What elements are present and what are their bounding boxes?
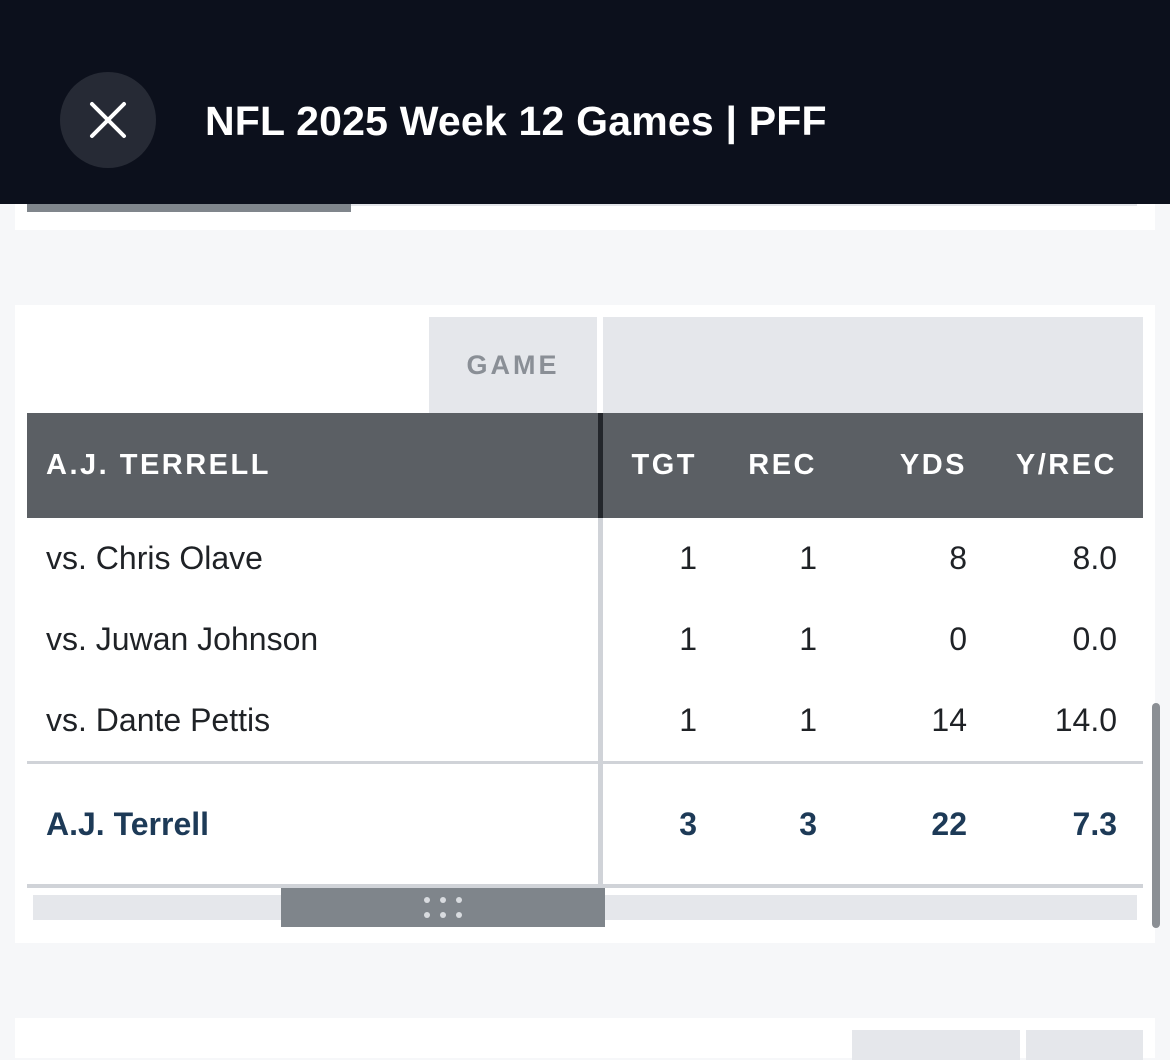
- horizontal-scroll-thumb[interactable]: [281, 888, 605, 927]
- table-bottom-border: [27, 884, 1143, 888]
- table-row: vs. Chris Olave 1 1 8 8.0: [27, 518, 1143, 599]
- previous-scroll-track[interactable]: [27, 190, 1137, 206]
- total-row: A.J. Terrell 3 3 22 7.3: [27, 764, 1143, 884]
- top-bar: NFL 2025 Week 12 Games | PFF: [0, 0, 1170, 204]
- frozen-column-border: [598, 518, 603, 884]
- page-scrollbar[interactable]: [1152, 703, 1160, 928]
- drag-handle-icon: [424, 897, 462, 918]
- header-yrec[interactable]: Y/REC: [1015, 449, 1117, 481]
- row-yrec: 8.0: [1072, 540, 1117, 576]
- header-player-name[interactable]: A.J. TERRELL: [46, 449, 271, 481]
- table-header: A.J. TERRELL TGT REC YDS Y/REC: [27, 413, 1143, 518]
- row-tgt: 1: [679, 540, 697, 576]
- close-button[interactable]: [60, 72, 156, 168]
- row-player-name: vs. Juwan Johnson: [46, 621, 319, 657]
- page-title: NFL 2025 Week 12 Games | PFF: [205, 98, 827, 144]
- coverage-stats-card: GAME A.J. TERRELL TGT REC YDS Y/REC vs. …: [15, 305, 1155, 943]
- column-group-blank: [603, 317, 1143, 413]
- row-yds: 0: [949, 621, 967, 657]
- total-tgt: 3: [679, 805, 697, 842]
- row-yrec: 0.0: [1072, 621, 1117, 657]
- total-player-name: A.J. Terrell: [46, 805, 210, 842]
- table-row: vs. Dante Pettis 1 1 14 14.0: [27, 680, 1143, 761]
- header-tgt[interactable]: TGT: [631, 449, 697, 481]
- column-group-game: GAME: [429, 317, 597, 413]
- row-yds: 14: [931, 702, 967, 738]
- next-column-group: [852, 1030, 1020, 1060]
- row-tgt: 1: [679, 702, 697, 738]
- table-row: vs. Juwan Johnson 1 1 0 0.0: [27, 599, 1143, 680]
- row-rec: 1: [799, 702, 817, 738]
- row-rec: 1: [799, 540, 817, 576]
- frozen-column-divider: [598, 413, 603, 518]
- total-yds: 22: [931, 805, 967, 842]
- total-rec: 3: [799, 805, 817, 842]
- row-yds: 8: [949, 540, 967, 576]
- total-yrec: 7.3: [1072, 805, 1117, 842]
- close-icon: [90, 102, 126, 138]
- next-column-group: [1026, 1030, 1143, 1060]
- header-rec[interactable]: REC: [748, 449, 817, 481]
- header-yds[interactable]: YDS: [899, 449, 967, 481]
- row-yrec: 14.0: [1054, 702, 1117, 738]
- row-player-name: vs. Chris Olave: [46, 540, 263, 576]
- row-rec: 1: [799, 621, 817, 657]
- next-table-card: [15, 1018, 1155, 1060]
- row-tgt: 1: [679, 621, 697, 657]
- row-player-name: vs. Dante Pettis: [46, 702, 271, 738]
- total-divider: [27, 761, 1143, 764]
